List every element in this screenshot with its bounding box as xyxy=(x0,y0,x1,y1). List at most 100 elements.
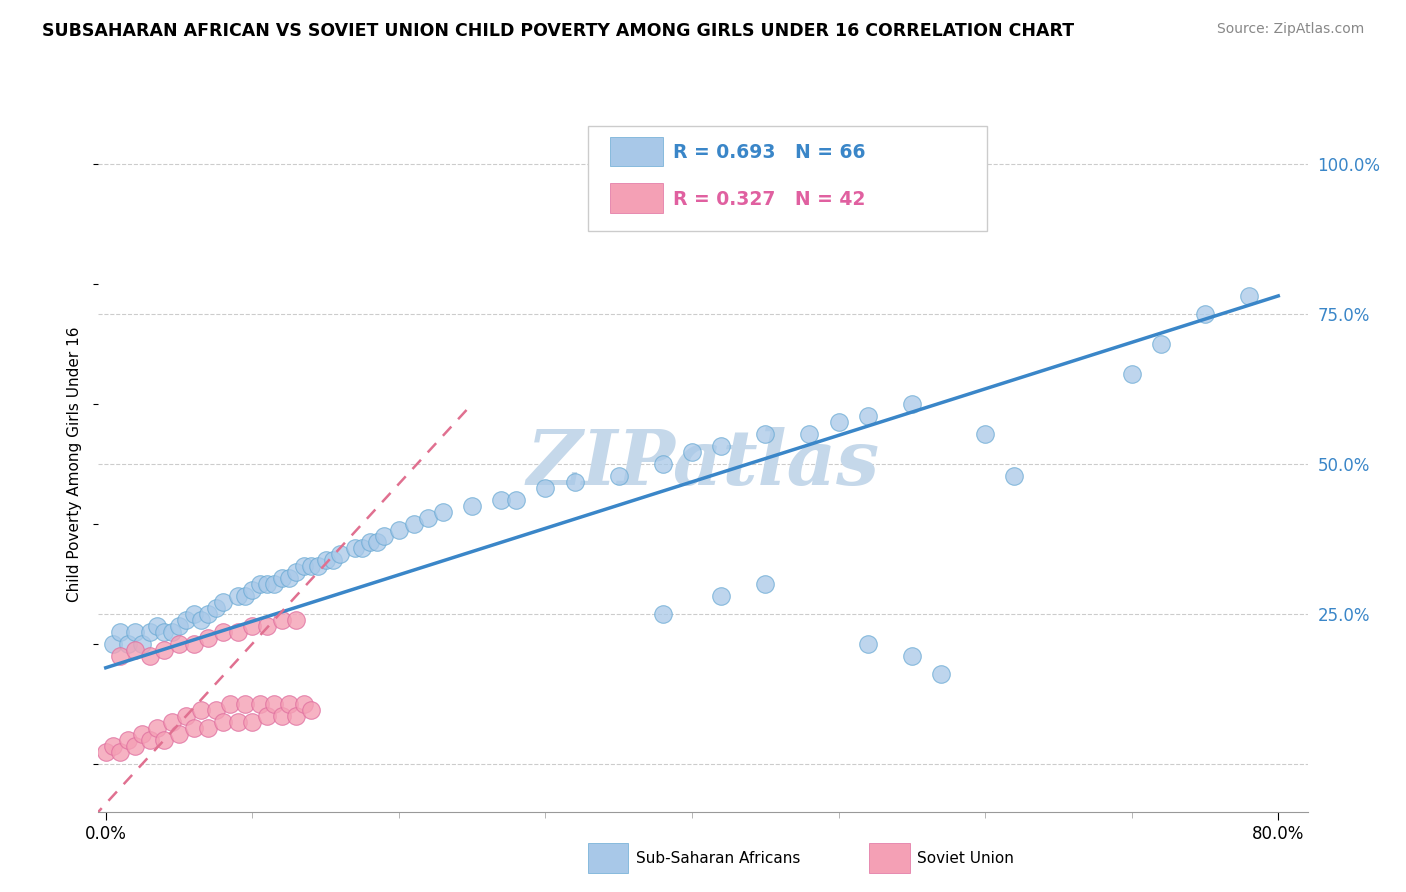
FancyBboxPatch shape xyxy=(610,184,664,212)
Point xyxy=(197,631,219,645)
Text: Sub-Saharan Africans: Sub-Saharan Africans xyxy=(636,851,800,865)
Point xyxy=(307,558,329,573)
Text: R = 0.327   N = 42: R = 0.327 N = 42 xyxy=(673,190,865,209)
Point xyxy=(322,553,344,567)
Point xyxy=(292,558,315,573)
Point xyxy=(233,697,256,711)
Point xyxy=(226,624,249,639)
Point xyxy=(754,576,776,591)
Point xyxy=(197,607,219,621)
Point xyxy=(190,703,212,717)
Point xyxy=(278,697,301,711)
Point xyxy=(110,745,132,759)
Text: ZIPatlas: ZIPatlas xyxy=(526,427,880,500)
Point xyxy=(256,619,278,633)
Point xyxy=(110,648,132,663)
Point xyxy=(138,648,160,663)
Point xyxy=(153,732,176,747)
Point xyxy=(799,426,821,441)
Point xyxy=(167,637,190,651)
Point xyxy=(167,727,190,741)
Point xyxy=(352,541,374,555)
Point xyxy=(710,439,733,453)
Text: SUBSAHARAN AFRICAN VS SOVIET UNION CHILD POVERTY AMONG GIRLS UNDER 16 CORRELATIO: SUBSAHARAN AFRICAN VS SOVIET UNION CHILD… xyxy=(42,22,1074,40)
Text: Source: ZipAtlas.com: Source: ZipAtlas.com xyxy=(1216,22,1364,37)
Point xyxy=(901,648,924,663)
Point xyxy=(101,637,124,651)
Point xyxy=(1121,367,1143,381)
FancyBboxPatch shape xyxy=(610,136,664,166)
Point xyxy=(240,714,263,729)
Point xyxy=(190,613,212,627)
Point xyxy=(505,492,527,507)
Point xyxy=(564,475,586,489)
Point xyxy=(366,534,388,549)
Point xyxy=(292,697,315,711)
Point xyxy=(710,589,733,603)
Point xyxy=(856,409,879,423)
Point xyxy=(1150,337,1173,351)
Point xyxy=(974,426,997,441)
Point xyxy=(901,397,924,411)
Point xyxy=(285,613,308,627)
Point xyxy=(197,721,219,735)
Point xyxy=(299,558,322,573)
Point xyxy=(534,481,557,495)
Point xyxy=(388,523,411,537)
Point xyxy=(117,637,139,651)
Point xyxy=(263,576,285,591)
Point xyxy=(270,708,292,723)
Point xyxy=(270,571,292,585)
Point xyxy=(329,547,352,561)
Point xyxy=(285,708,308,723)
Point xyxy=(402,516,425,531)
Point xyxy=(138,624,160,639)
Point xyxy=(1237,289,1260,303)
Point xyxy=(212,595,235,609)
Point xyxy=(212,624,235,639)
Point xyxy=(856,637,879,651)
Point xyxy=(929,666,952,681)
Point xyxy=(131,727,153,741)
Point xyxy=(146,721,169,735)
Text: R = 0.693   N = 66: R = 0.693 N = 66 xyxy=(673,144,865,162)
Point xyxy=(681,445,703,459)
Point xyxy=(256,576,278,591)
Y-axis label: Child Poverty Among Girls Under 16: Child Poverty Among Girls Under 16 xyxy=(67,326,83,601)
Point xyxy=(124,624,146,639)
Point xyxy=(233,589,256,603)
Point xyxy=(249,697,271,711)
Point xyxy=(461,499,484,513)
Point xyxy=(176,613,198,627)
Point xyxy=(117,732,139,747)
Point xyxy=(373,529,395,543)
Point xyxy=(176,708,198,723)
Point xyxy=(270,613,292,627)
Point xyxy=(754,426,776,441)
Text: Soviet Union: Soviet Union xyxy=(917,851,1014,865)
Point xyxy=(183,637,205,651)
Point xyxy=(204,600,226,615)
Point xyxy=(359,534,381,549)
Point xyxy=(651,607,673,621)
Point xyxy=(212,714,235,729)
Point xyxy=(226,714,249,729)
Point xyxy=(226,589,249,603)
Point xyxy=(256,708,278,723)
Point xyxy=(183,721,205,735)
Point xyxy=(204,703,226,717)
Point xyxy=(219,697,242,711)
Point xyxy=(160,624,183,639)
Point xyxy=(827,415,849,429)
Point xyxy=(124,642,146,657)
Point xyxy=(160,714,183,729)
Point xyxy=(153,624,176,639)
Point xyxy=(249,576,271,591)
Point xyxy=(315,553,337,567)
Point xyxy=(651,457,673,471)
Point xyxy=(153,642,176,657)
Point xyxy=(101,739,124,753)
Point xyxy=(110,624,132,639)
Point xyxy=(278,571,301,585)
Point xyxy=(299,703,322,717)
